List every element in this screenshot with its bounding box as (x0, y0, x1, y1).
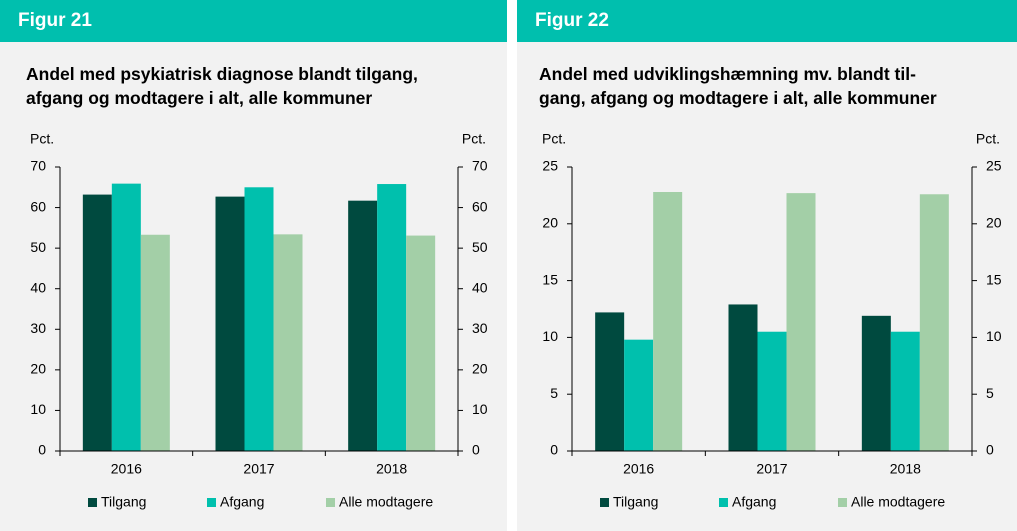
y2-tick-label: 0 (986, 442, 994, 458)
legend-swatch (326, 498, 335, 507)
y-tick-label: 40 (30, 279, 46, 295)
y2-tick-label: 60 (472, 198, 488, 214)
bar (244, 187, 274, 452)
y2-tick-label: 40 (472, 279, 488, 295)
legend-swatch (838, 498, 847, 507)
y2-tick-label: 10 (472, 401, 488, 417)
legend-swatch (719, 498, 728, 507)
y-tick-label: 30 (30, 320, 46, 336)
y-tick-label: 0 (550, 442, 558, 458)
bar (757, 331, 787, 451)
y-tick-label: 5 (550, 385, 558, 401)
bar (111, 183, 141, 452)
bar (653, 191, 683, 451)
y-tick-label: 10 (30, 401, 46, 417)
chart-title: Andel med psykiatrisk diagnose blandt ti… (26, 64, 418, 108)
x-tick-label: 2017 (243, 461, 274, 477)
y2-axis-label: Pct. (462, 131, 486, 147)
y2-axis-label: Pct. (976, 131, 1000, 147)
y-tick-label: 15 (542, 271, 558, 287)
figure-label: Figur 21 (0, 0, 507, 42)
bar (919, 194, 949, 451)
chart: Pct. Pct. 0 5 10 15 20 25 0 5 10 15 20 25 2016 2017 2018… (542, 131, 1002, 510)
bar (140, 234, 170, 451)
y-tick-label: 25 (542, 158, 558, 174)
y2-tick-label: 50 (472, 239, 488, 255)
x-tick-label: 2017 (756, 461, 787, 477)
legend-swatch (88, 498, 97, 507)
legend-swatch (600, 498, 609, 507)
y2-tick-label: 15 (986, 271, 1002, 287)
panel: Figur 22 Andel med udviklingshæmning mv.… (517, 0, 1017, 531)
y2-tick-label: 25 (986, 158, 1002, 174)
legend-label: Afgang (220, 494, 264, 510)
y-tick-label: 50 (30, 239, 46, 255)
y-axis-label: Pct. (542, 131, 566, 147)
chart: Pct. Pct. 0 10 20 30 40 50 60 70 0 10 20 30 40 50 60 70 20… (30, 131, 488, 510)
bar (728, 304, 758, 451)
bar (624, 339, 654, 451)
bar (377, 184, 407, 452)
bar (786, 193, 816, 452)
y2-tick-label: 30 (472, 320, 488, 336)
y2-tick-label: 5 (986, 385, 994, 401)
chart-title: Andel med udviklingshæmning mv. blandt t… (539, 64, 937, 108)
bar (215, 196, 245, 451)
y-tick-label: 60 (30, 198, 46, 214)
y-tick-label: 70 (30, 158, 46, 174)
x-tick-label: 2016 (623, 461, 654, 477)
x-tick-label: 2018 (890, 461, 921, 477)
y2-tick-label: 20 (472, 361, 488, 377)
legend-label: Tilgang (613, 494, 658, 510)
legend-label: Afgang (732, 494, 776, 510)
y2-tick-label: 20 (986, 215, 1002, 231)
y-tick-label: 10 (542, 328, 558, 344)
bar (406, 235, 436, 451)
bar (273, 234, 303, 451)
y-axis-label: Pct. (30, 131, 54, 147)
y-tick-label: 0 (38, 442, 46, 458)
bar (82, 194, 112, 452)
y-tick-label: 20 (30, 361, 46, 377)
y2-tick-label: 10 (986, 328, 1002, 344)
legend-label: Alle modtagere (851, 494, 945, 510)
bar (595, 312, 625, 451)
bar (861, 315, 891, 451)
legend-label: Tilgang (101, 494, 146, 510)
x-tick-label: 2018 (376, 461, 407, 477)
figure-label: Figur 22 (517, 0, 1017, 42)
legend-swatch (207, 498, 216, 507)
y2-tick-label: 70 (472, 158, 488, 174)
panel: Figur 21 Andel med psykiatrisk diagnose … (0, 0, 507, 531)
y-tick-label: 20 (542, 215, 558, 231)
x-tick-label: 2016 (111, 461, 142, 477)
y2-tick-label: 0 (472, 442, 480, 458)
legend-label: Alle modtagere (339, 494, 433, 510)
bar (890, 331, 920, 451)
bar (348, 200, 378, 451)
